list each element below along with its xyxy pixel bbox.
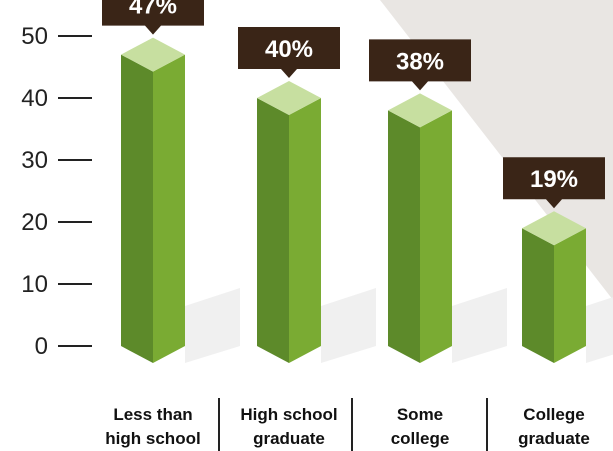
y-tick-label: 0 <box>35 333 48 360</box>
data-label-box <box>238 27 340 78</box>
data-label: 40% <box>265 36 313 63</box>
bar-top-face <box>257 81 321 115</box>
category-label-line: high school <box>105 429 200 448</box>
bar-left-face <box>522 228 554 363</box>
category-label-line: college <box>391 429 450 448</box>
data-label-box <box>102 0 204 35</box>
bar-top-face <box>121 37 185 72</box>
y-tick-label: 20 <box>21 209 48 236</box>
bar-shadow <box>321 288 376 363</box>
bar-top-face <box>388 93 452 128</box>
bar-right-face <box>153 54 185 363</box>
category-label-line: High school <box>240 405 337 424</box>
bar-left-face <box>388 110 420 364</box>
bar-top-face <box>522 211 586 246</box>
data-label: 47% <box>129 0 177 20</box>
y-tick-label: 40 <box>21 85 48 112</box>
bar-left-face <box>257 98 289 363</box>
bar-right-face <box>289 98 321 363</box>
category-label-line: graduate <box>518 429 590 448</box>
category-label: Less than high school <box>105 405 200 448</box>
data-label-box <box>503 157 605 209</box>
category-label-line: Less than <box>113 405 192 424</box>
y-tick-label: 30 <box>21 147 48 174</box>
category-label-line: Some <box>397 405 443 424</box>
category-label-line: graduate <box>253 429 325 448</box>
data-label: 38% <box>396 48 444 75</box>
bar-shadow <box>586 297 613 363</box>
data-label-box <box>369 39 471 91</box>
data-label: 19% <box>530 166 578 193</box>
category-label: High school graduate <box>240 405 337 448</box>
category-label-line: College <box>523 405 584 424</box>
bar-left-face <box>121 54 153 363</box>
bar-shadow <box>185 288 240 363</box>
bar-right-face <box>420 110 452 364</box>
bar-right-face <box>554 228 586 363</box>
category-label: Some college <box>391 405 450 448</box>
y-tick-label: 50 <box>21 23 48 50</box>
bar-shadow <box>452 288 507 363</box>
category-label: College graduate <box>518 405 590 448</box>
y-tick-label: 10 <box>21 271 48 298</box>
